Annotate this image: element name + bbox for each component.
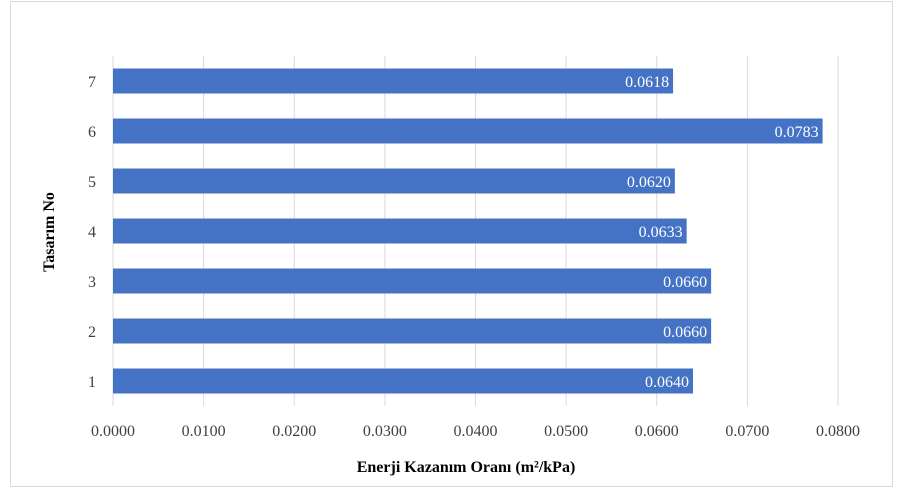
x-tick-label: 0.0700 [725,423,769,440]
bar [113,118,823,144]
bar-value-label: 0.0640 [645,374,689,391]
y-tick-label: 1 [88,374,96,391]
bar-value-label: 0.0660 [663,274,707,291]
x-tick-label: 0.0200 [272,423,316,440]
x-tick-label: 0.0800 [816,423,860,440]
x-tick-label: 0.0600 [635,423,679,440]
y-tick-label: 2 [88,324,96,341]
bar-value-label: 0.0618 [625,74,669,91]
x-axis-title: Enerji Kazanım Oranı (m²/kPa) [357,459,576,476]
bar [113,168,675,194]
bars: 0.0640 0.0660 0.0660 0.0633 0.0620 0.0783 0.06… [113,68,823,394]
y-tick-label: 3 [88,274,96,291]
y-axis-title: Tasarım No [41,192,58,272]
bar [113,368,693,394]
y-tick-label: 5 [88,174,96,191]
y-tick-label: 6 [88,124,96,141]
bar-value-label: 0.0620 [627,174,671,191]
x-tick-label: 0.0300 [363,423,407,440]
bar [113,268,712,294]
bar [113,218,687,244]
bar [113,318,712,344]
x-tick-labels: 0.0000 0.0100 0.0200 0.0300 0.0400 0.0500 0.06… [91,423,860,440]
bar-value-label: 0.0633 [639,224,683,241]
bar-value-label: 0.0783 [775,124,819,141]
x-tick-label: 0.0100 [182,423,226,440]
y-tick-label: 4 [88,224,96,241]
bar-value-label: 0.0660 [663,324,707,341]
x-tick-label: 0.0400 [454,423,498,440]
y-tick-labels: 1 2 3 4 5 6 7 [88,74,96,391]
x-tick-label: 0.0000 [91,423,135,440]
x-tick-label: 0.0500 [544,423,588,440]
bar [113,68,674,94]
y-tick-label: 7 [88,74,96,91]
